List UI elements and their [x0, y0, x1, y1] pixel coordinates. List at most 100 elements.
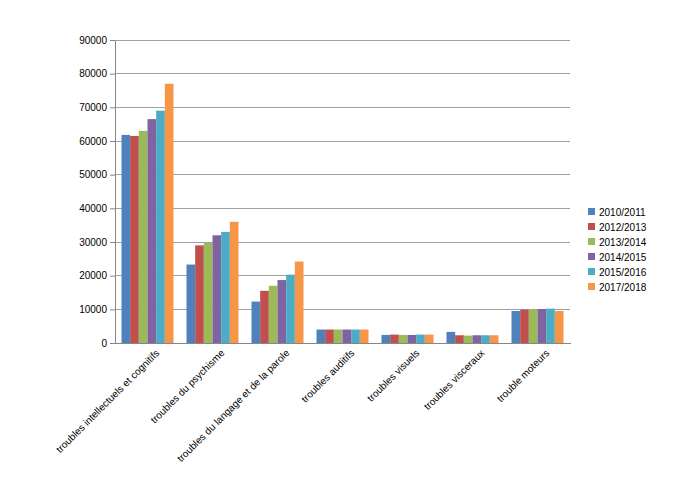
grid-line: [115, 40, 570, 41]
plot: 0 10000 20000 30000 40000 50000 60000 70000 8000…: [54, 35, 571, 464]
bar: [399, 335, 408, 343]
grid-line: [115, 275, 570, 276]
bar: [360, 330, 369, 343]
grid-line: [115, 141, 570, 142]
y-tick-label: 70000: [79, 102, 107, 113]
legend-label: 2014/2015: [599, 252, 647, 263]
y-tick-mark: [110, 309, 115, 310]
bar: [148, 119, 157, 343]
x-tick-label: troubles visceraux: [422, 347, 487, 412]
series: [122, 135, 521, 343]
y-tick-label: 0: [101, 338, 107, 349]
bar: [252, 302, 261, 343]
y-tick: 90000: [79, 35, 115, 46]
bar: [195, 245, 204, 343]
x-tick: troubles intellectuels et cognitifs: [54, 347, 162, 455]
bar: [351, 330, 360, 343]
bar: [529, 309, 538, 343]
bar: [538, 309, 547, 343]
legend-item: 2010/2011: [588, 207, 646, 218]
y-tick-label: 90000: [79, 35, 107, 46]
legend: 2010/2011 2012/2013 2013/2014 2014/2015 2015…: [588, 207, 647, 293]
x-tick: troubles auditifs: [299, 347, 356, 404]
x-tick-label: troubles du psychisme: [148, 347, 226, 425]
y-tick: 40000: [79, 203, 115, 214]
grid-line: [115, 309, 570, 310]
x-tick-label: troubles du langage et de la parole: [175, 347, 292, 464]
y-tick-mark: [110, 175, 115, 176]
bar: [520, 310, 529, 343]
bar: [230, 222, 239, 343]
legend-label: 2015/2016: [599, 267, 647, 278]
legend-item: 2013/2014: [588, 237, 647, 248]
legend-swatch: [588, 238, 595, 245]
x-tick-label: troubles auditifs: [299, 347, 356, 404]
legend-swatch: [588, 283, 595, 290]
bar: [343, 330, 352, 343]
y-tick-mark: [110, 208, 115, 209]
legend-item: 2017/2018: [588, 282, 647, 293]
y-tick: 0: [101, 338, 115, 349]
bar: [221, 232, 230, 343]
x-tick: troubles du langage et de la parole: [175, 347, 292, 464]
y-tick-mark: [110, 74, 115, 75]
x-tick-label: troubles intellectuels et cognitifs: [54, 347, 162, 455]
y-tick: 60000: [79, 136, 115, 147]
bar: [490, 335, 499, 343]
y-tick: 80000: [79, 68, 115, 79]
bar: [156, 111, 165, 343]
bar: [464, 336, 473, 343]
bar: [278, 280, 287, 343]
bar: [408, 335, 417, 343]
bar: [382, 335, 391, 343]
y-tick-mark: [110, 276, 115, 277]
y-tick-label: 10000: [79, 304, 107, 315]
bar: [455, 335, 464, 343]
y-tick-label: 30000: [79, 237, 107, 248]
x-tick: trouble moteurs: [495, 347, 552, 404]
y-tick: 70000: [79, 102, 115, 113]
legend-swatch: [588, 223, 595, 230]
bar: [260, 291, 269, 343]
legend-label: 2013/2014: [599, 237, 647, 248]
legend-item: 2012/2013: [588, 222, 647, 233]
bar: [286, 275, 295, 343]
bar: [122, 135, 131, 343]
bar: [425, 335, 434, 343]
bar: [165, 84, 174, 343]
bar: [481, 335, 490, 343]
bar: [473, 335, 482, 343]
bar: [325, 330, 334, 343]
y-tick: 50000: [79, 169, 115, 180]
bar: [187, 265, 196, 343]
legend-label: 2017/2018: [599, 282, 647, 293]
legend-item: 2014/2015: [588, 252, 647, 263]
bar: [546, 309, 555, 343]
y-tick-mark: [110, 107, 115, 108]
x-tick: troubles du psychisme: [148, 347, 226, 425]
y-tick-mark: [110, 343, 115, 344]
y-tick-label: 50000: [79, 169, 107, 180]
legend-swatch: [588, 268, 595, 275]
bar: [390, 335, 399, 343]
x-tick: troubles visceraux: [422, 347, 487, 412]
x-axis-line: [116, 343, 571, 344]
series: [139, 131, 538, 343]
y-tick: 30000: [79, 237, 115, 248]
bar: [130, 136, 139, 343]
bar: [269, 286, 278, 343]
grid-line: [115, 107, 570, 108]
y-tick-mark: [110, 40, 115, 41]
legend-swatch: [588, 208, 595, 215]
grid-line: [115, 174, 570, 175]
y-tick-label: 40000: [79, 203, 107, 214]
y-tick-label: 20000: [79, 270, 107, 281]
series: [130, 136, 529, 343]
y-tick: 10000: [79, 304, 115, 315]
bar: [317, 330, 326, 343]
bar: [204, 243, 213, 343]
x-tick-label: troubles visuels: [365, 347, 422, 404]
grid: [115, 40, 570, 343]
bar: [139, 131, 148, 343]
grid-line: [115, 73, 570, 74]
